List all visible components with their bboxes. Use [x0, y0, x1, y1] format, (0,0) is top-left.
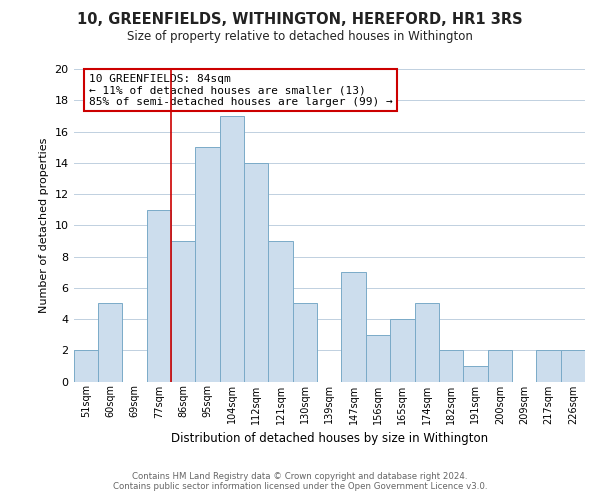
Bar [341, 272, 366, 382]
Bar [390, 319, 415, 382]
Bar [220, 116, 244, 382]
Bar [98, 304, 122, 382]
Bar [171, 241, 196, 382]
Text: Size of property relative to detached houses in Withington: Size of property relative to detached ho… [127, 30, 473, 43]
Text: Contains HM Land Registry data © Crown copyright and database right 2024.
Contai: Contains HM Land Registry data © Crown c… [113, 472, 487, 491]
Bar [268, 241, 293, 382]
Bar [74, 350, 98, 382]
Bar [439, 350, 463, 382]
Bar [536, 350, 560, 382]
Y-axis label: Number of detached properties: Number of detached properties [39, 138, 49, 313]
Bar [560, 350, 585, 382]
Text: 10, GREENFIELDS, WITHINGTON, HEREFORD, HR1 3RS: 10, GREENFIELDS, WITHINGTON, HEREFORD, H… [77, 12, 523, 28]
Bar [293, 304, 317, 382]
Bar [244, 163, 268, 382]
Bar [415, 304, 439, 382]
Text: 10 GREENFIELDS: 84sqm
← 11% of detached houses are smaller (13)
85% of semi-deta: 10 GREENFIELDS: 84sqm ← 11% of detached … [89, 74, 392, 107]
Bar [146, 210, 171, 382]
Bar [463, 366, 488, 382]
X-axis label: Distribution of detached houses by size in Withington: Distribution of detached houses by size … [171, 432, 488, 445]
Bar [196, 147, 220, 382]
Bar [366, 334, 390, 382]
Bar [488, 350, 512, 382]
